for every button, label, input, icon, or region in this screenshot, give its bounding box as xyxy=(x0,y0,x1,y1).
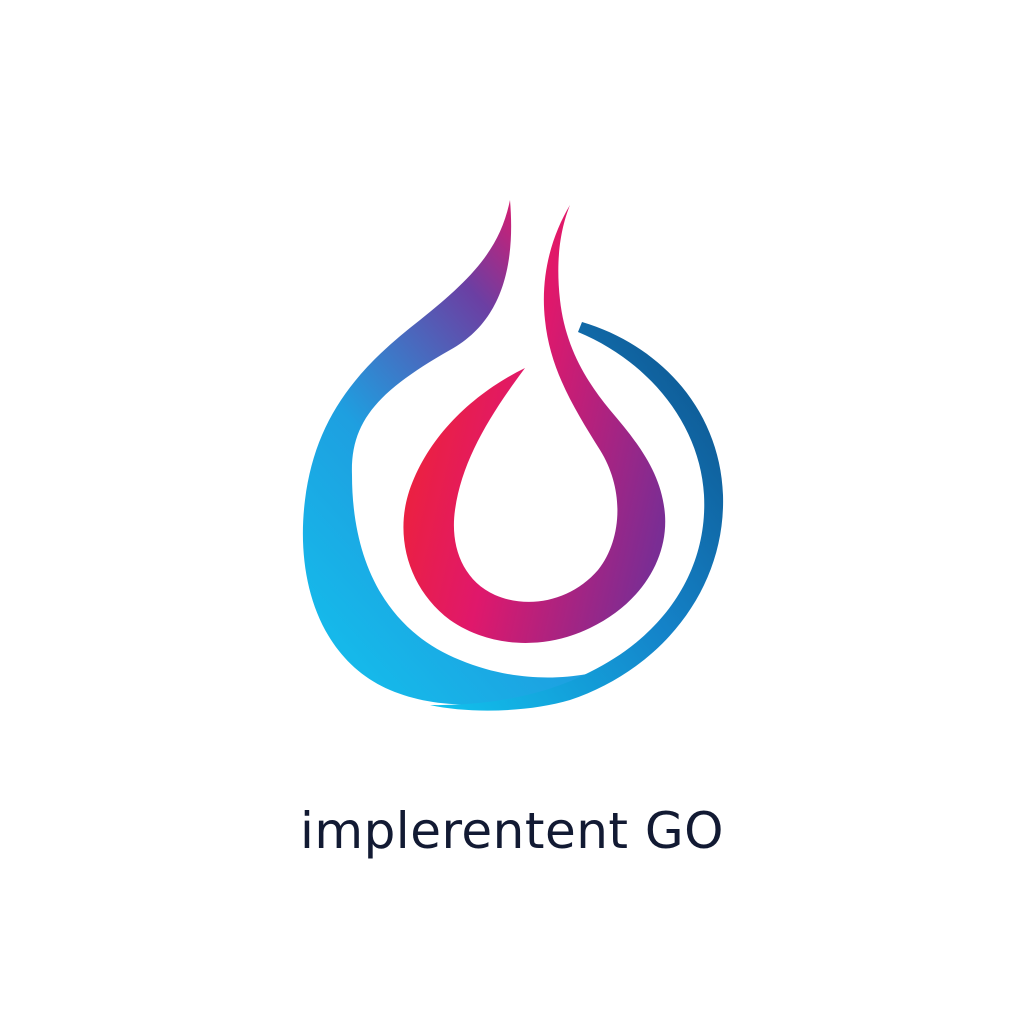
inner-droplet-shape xyxy=(403,205,666,643)
brand-wordmark: implerentent GO xyxy=(299,802,725,860)
outer-flame-shape xyxy=(302,200,620,705)
